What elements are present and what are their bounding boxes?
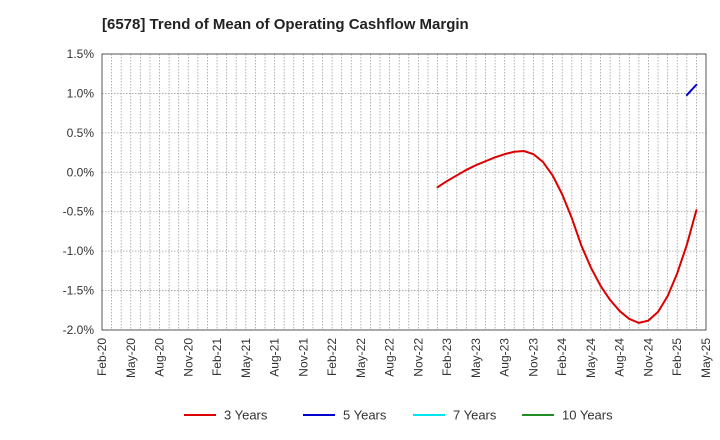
legend-label-4: 10 Years [562, 408, 613, 423]
y-tick-label: 0.0% [67, 165, 95, 179]
y-tick-label: -0.5% [63, 205, 95, 219]
x-tick-label: Feb-22 [325, 338, 339, 376]
x-tick-label: May-20 [124, 338, 138, 378]
x-tick-label: Nov-23 [526, 338, 540, 377]
x-tick-label: Feb-21 [210, 338, 224, 376]
x-tick-label: Aug-20 [153, 338, 167, 377]
legend-label-3: 7 Years [453, 408, 497, 423]
x-tick-label: Aug-22 [383, 338, 397, 377]
x-tick-label: Feb-25 [670, 338, 684, 376]
x-tick-label: May-23 [469, 338, 483, 378]
series-line-2 [685, 83, 698, 97]
legend-label-2: 5 Years [343, 408, 387, 423]
y-tick-label: -1.0% [63, 244, 95, 258]
y-tick-label: 0.5% [67, 126, 95, 140]
y-tick-label: 1.0% [67, 86, 95, 100]
legend-label-1: 3 Years [224, 408, 268, 423]
x-tick-label: Feb-24 [555, 338, 569, 376]
x-tick-label: May-22 [354, 338, 368, 378]
x-tick-label: Nov-21 [296, 338, 310, 377]
x-tick-label: Nov-24 [641, 338, 655, 377]
y-tick-label: 1.5% [67, 47, 95, 61]
x-tick-label: May-24 [584, 338, 598, 378]
x-tick-label: Aug-24 [613, 338, 627, 377]
plot-area [102, 54, 706, 330]
x-tick-label: Feb-23 [440, 338, 454, 376]
x-tick-label: Aug-21 [268, 338, 282, 377]
x-tick-label: May-21 [239, 338, 253, 378]
plot-frame [101, 53, 707, 331]
x-tick-label: Aug-23 [498, 338, 512, 377]
x-tick-label: Nov-20 [181, 338, 195, 377]
x-tick-label: Feb-20 [95, 338, 109, 376]
x-tick-label: Nov-22 [411, 338, 425, 377]
chart-title: [6578] Trend of Mean of Operating Cashfl… [102, 16, 469, 33]
x-tick-label: May-25 [699, 338, 713, 378]
y-tick-label: -1.5% [63, 284, 95, 298]
series-line-1 [436, 149, 698, 324]
y-tick-label: -2.0% [63, 323, 95, 337]
